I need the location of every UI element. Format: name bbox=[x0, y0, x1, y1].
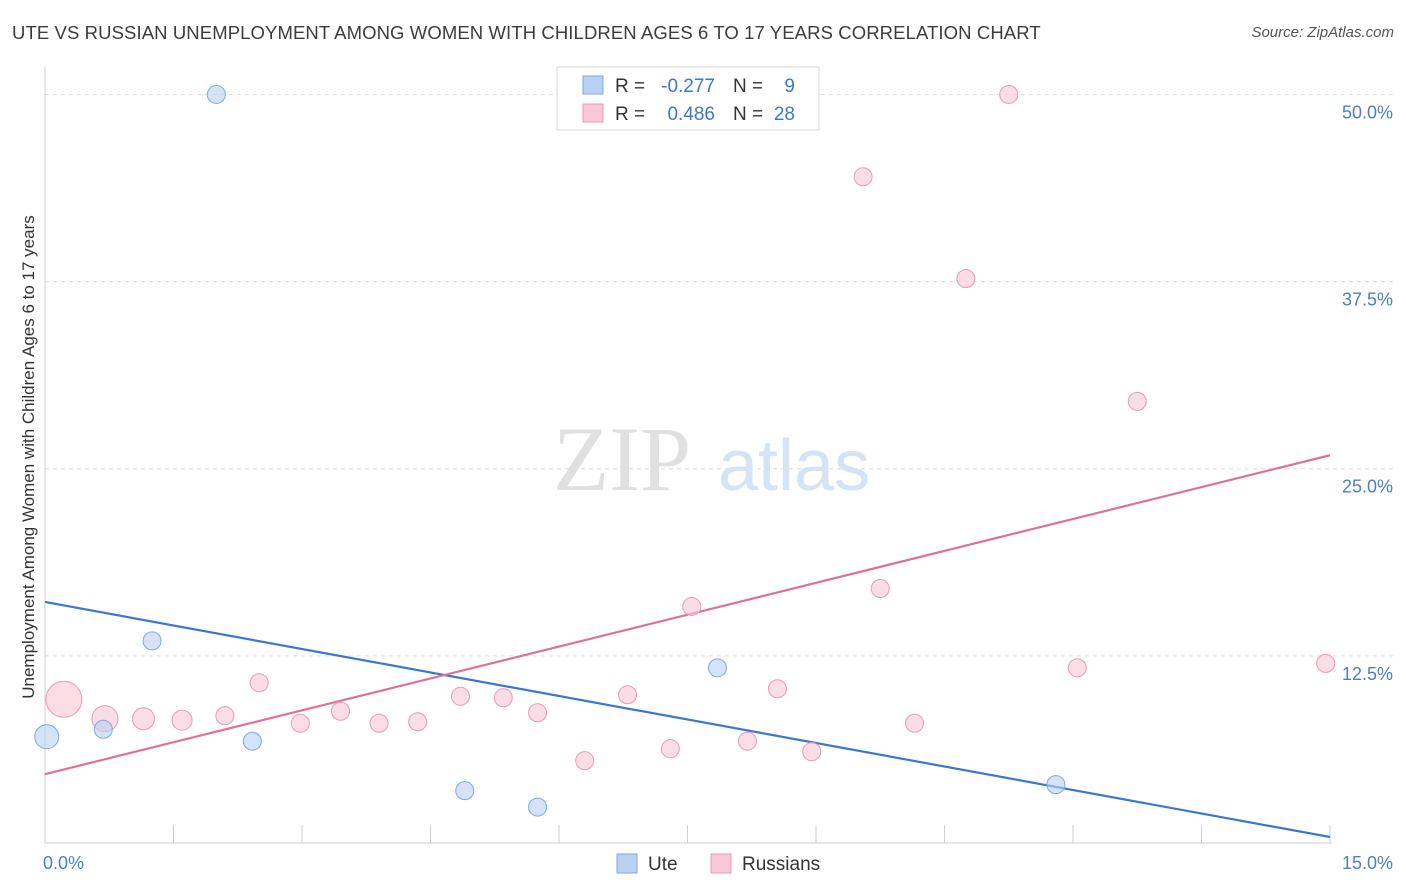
ute-point-3 bbox=[206, 84, 226, 104]
legend-r-value-russians: 0.486 bbox=[667, 104, 715, 125]
legend-swatch-ute bbox=[582, 75, 604, 95]
russians-point-21 bbox=[870, 578, 890, 598]
russians-point-12 bbox=[528, 703, 548, 723]
russians-point-27 bbox=[1316, 653, 1336, 673]
legend-r-label-ute: R = bbox=[615, 76, 645, 97]
russians-point-3 bbox=[171, 709, 193, 731]
axes bbox=[44, 67, 1332, 844]
legend-n-value-russians: 28 bbox=[774, 104, 795, 125]
russians-point-19 bbox=[802, 742, 822, 762]
y-tick-label-0: 12.5% bbox=[1342, 664, 1393, 684]
russians-point-0 bbox=[45, 680, 83, 718]
source-credit: Source: ZipAtlas.com bbox=[1251, 24, 1394, 41]
russians-point-18 bbox=[767, 679, 787, 699]
russians-point-20 bbox=[853, 167, 873, 187]
legend-r-value-ute: -0.277 bbox=[661, 76, 715, 97]
ute-point-5 bbox=[455, 781, 475, 801]
ute-point-6 bbox=[528, 797, 548, 817]
y-tick-label-1: 25.0% bbox=[1342, 477, 1393, 497]
x-tick-label-1: 15.0% bbox=[1342, 853, 1393, 873]
legend-n-label-russians: N = bbox=[733, 104, 763, 125]
series-legend-swatch-russians bbox=[710, 853, 732, 874]
russians-point-4 bbox=[215, 706, 235, 726]
y-tick-label-2: 37.5% bbox=[1342, 290, 1393, 310]
russians-point-26 bbox=[1127, 391, 1147, 411]
trend-line-ute bbox=[44, 600, 1331, 839]
watermark: ZIP atlas bbox=[553, 408, 870, 510]
series-legend-label-russians: Russians bbox=[742, 854, 820, 875]
ute-point-0 bbox=[34, 724, 60, 750]
legend-n-label-ute: N = bbox=[733, 76, 763, 97]
ute-point-2 bbox=[142, 631, 162, 651]
series-legend-label-ute: Ute bbox=[648, 854, 678, 875]
watermark-zip: ZIP bbox=[553, 408, 691, 510]
y-axis-label: Unemployment Among Women with Children A… bbox=[19, 215, 38, 699]
watermark-atlas: atlas bbox=[718, 426, 870, 506]
trend-lines bbox=[44, 454, 1331, 839]
russians-point-16 bbox=[682, 596, 702, 616]
russians-point-14 bbox=[618, 685, 638, 705]
russians-point-11 bbox=[493, 688, 513, 708]
ute-point-4 bbox=[242, 731, 262, 751]
russians-point-6 bbox=[290, 713, 310, 733]
stats-legend: R = -0.277 N = 9 R = 0.486 N = 28 bbox=[556, 66, 820, 131]
russians-point-7 bbox=[331, 701, 351, 721]
russians-point-22 bbox=[905, 713, 925, 733]
series-legend: Ute Russians bbox=[616, 853, 820, 875]
chart-title: UTE VS RUSSIAN UNEMPLOYMENT AMONG WOMEN … bbox=[12, 22, 1041, 43]
x-tick-label-0: 0.0% bbox=[43, 853, 84, 873]
russians-point-24 bbox=[999, 84, 1019, 104]
x-tick-labels: 0.0% 15.0% bbox=[43, 853, 1393, 873]
russians-point-15 bbox=[660, 739, 680, 759]
russians-point-10 bbox=[450, 686, 470, 706]
y-tick-labels: 12.5% 25.0% 37.5% 50.0% bbox=[1342, 102, 1393, 683]
russians-point-2 bbox=[132, 707, 156, 731]
series-legend-swatch-ute bbox=[616, 853, 638, 874]
russians-point-17 bbox=[737, 731, 757, 751]
legend-r-label-russians: R = bbox=[615, 104, 645, 125]
legend-n-value-ute: 9 bbox=[784, 76, 795, 97]
russians-point-25 bbox=[1067, 658, 1087, 678]
data-points bbox=[34, 84, 1336, 817]
legend-swatch-russians bbox=[582, 103, 604, 123]
ute-point-1 bbox=[93, 719, 113, 739]
russians-point-23 bbox=[956, 269, 976, 289]
ute-point-7 bbox=[707, 658, 727, 678]
russians-point-5 bbox=[249, 673, 269, 693]
gridlines bbox=[45, 93, 1395, 657]
russians-point-8 bbox=[369, 713, 389, 733]
y-tick-label-3: 50.0% bbox=[1342, 102, 1393, 122]
russians-point-13 bbox=[575, 751, 595, 771]
ute-point-8 bbox=[1046, 775, 1066, 795]
russians-point-9 bbox=[408, 712, 428, 732]
